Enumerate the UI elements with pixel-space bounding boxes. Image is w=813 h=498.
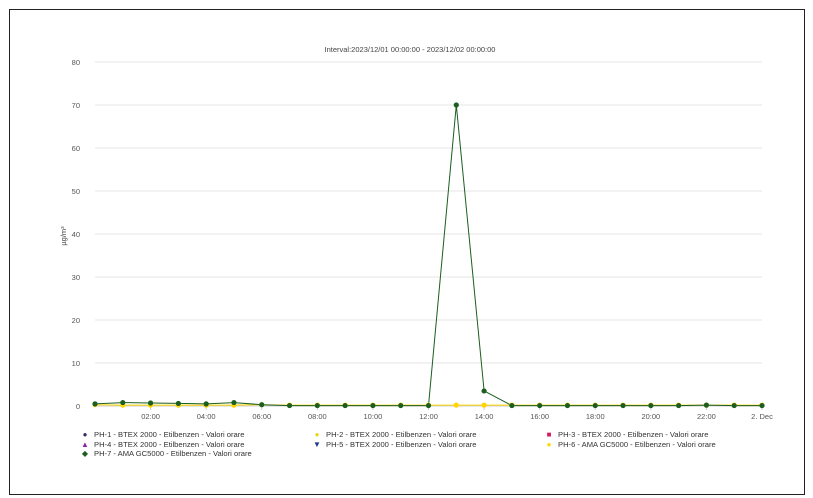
legend-item[interactable]: ■ PH-3 - BTEX 2000 - Etilbenzen - Valori … — [544, 430, 776, 440]
x-tick-label: 06:00 — [252, 412, 271, 421]
data-point[interactable] — [398, 402, 404, 409]
data-point[interactable] — [731, 402, 737, 409]
x-tick-label: 08:00 — [308, 412, 327, 421]
data-point[interactable] — [648, 402, 654, 409]
legend-marker-icon: ● — [82, 430, 88, 439]
chart-title: Interval:2023/12/01 00:00:00 - 2023/12/0… — [325, 45, 496, 54]
data-point[interactable] — [370, 402, 376, 409]
legend-label: PH-7 - AMA GC5000 - Etilbenzen - Valori … — [94, 449, 252, 458]
x-tick-label: 16:00 — [530, 412, 549, 421]
data-point[interactable] — [676, 402, 682, 409]
y-tick-label: 0 — [76, 402, 80, 411]
legend-marker-icon: ▲ — [81, 439, 89, 449]
data-point[interactable] — [147, 400, 154, 406]
legend-item[interactable]: ● PH-1 - BTEX 2000 - Etilbenzen - Valori … — [80, 430, 312, 440]
y-tick-label: 80 — [72, 58, 80, 67]
y-tick-label: 20 — [72, 316, 80, 325]
legend-label: PH-6 - AMA GC5000 - Etilbenzen - Valori … — [558, 439, 716, 449]
x-tick-label: 22:00 — [697, 412, 716, 421]
y-tick-label: 30 — [72, 273, 80, 282]
legend-item[interactable]: ▲ PH-4 - BTEX 2000 - Etilbenzen - Valori … — [80, 440, 312, 450]
chart-frame — [9, 9, 805, 495]
data-point[interactable] — [425, 402, 432, 409]
x-tick-label: 02:00 — [141, 412, 160, 421]
legend-item[interactable]: ● PH-6 - AMA GC5000 - Etilbenzen - Valori… — [544, 440, 776, 450]
chart-legend: ● PH-1 - BTEX 2000 - Etilbenzen - Valori … — [80, 430, 780, 459]
legend-marker-icon: ● — [314, 430, 320, 439]
y-axis-label: µg/m³ — [59, 226, 68, 246]
x-tick-label: 18:00 — [586, 412, 605, 421]
legend-label: PH-4 - BTEX 2000 - Etilbenzen - Valori o… — [94, 439, 245, 449]
data-point[interactable] — [620, 402, 626, 409]
data-point[interactable] — [453, 102, 459, 108]
legend-item[interactable]: ● PH-2 - BTEX 2000 - Etilbenzen - Valori … — [312, 430, 544, 440]
data-point[interactable] — [203, 401, 209, 407]
legend-label: PH-1 - BTEX 2000 - Etilbenzen - Valori o… — [94, 430, 245, 439]
data-point[interactable] — [537, 402, 543, 409]
y-tick-label: 50 — [72, 187, 80, 196]
legend-marker-icon: ● — [546, 439, 552, 449]
y-tick-label: 70 — [72, 101, 80, 110]
data-point[interactable] — [481, 388, 487, 394]
legend-label: PH-5 - BTEX 2000 - Etilbenzen - Valori o… — [326, 439, 477, 449]
data-point[interactable] — [286, 402, 293, 409]
y-tick-label: 10 — [72, 359, 80, 368]
legend-item[interactable]: ▼ PH-5 - BTEX 2000 - Etilbenzen - Valori … — [312, 440, 544, 450]
data-point[interactable] — [342, 402, 348, 409]
legend-row: ◆ PH-7 - AMA GC5000 - Etilbenzen - Valori… — [80, 449, 780, 459]
legend-marker-icon: ■ — [546, 430, 552, 439]
x-tick-label: 20:00 — [641, 412, 660, 421]
series-line — [94, 104, 762, 407]
data-point[interactable] — [92, 401, 98, 407]
x-tick-label: 04:00 — [197, 412, 216, 421]
data-point[interactable] — [120, 399, 126, 406]
x-tick-label: 10:00 — [364, 412, 383, 421]
data-point[interactable] — [509, 402, 515, 409]
data-point[interactable] — [592, 402, 598, 409]
data-point[interactable] — [231, 399, 237, 406]
data-point[interactable] — [703, 402, 710, 408]
legend-marker-icon: ▼ — [313, 439, 321, 449]
legend-item[interactable]: ◆ PH-7 - AMA GC5000 - Etilbenzen - Valori… — [80, 449, 312, 459]
data-point[interactable] — [564, 402, 571, 409]
legend-label: PH-2 - BTEX 2000 - Etilbenzen - Valori o… — [326, 430, 477, 439]
data-point[interactable] — [314, 402, 320, 409]
data-point[interactable] — [259, 402, 265, 408]
data-point[interactable] — [453, 402, 459, 408]
data-point[interactable] — [759, 402, 765, 409]
y-tick-label: 40 — [72, 230, 80, 239]
x-tick-label: 14:00 — [475, 412, 494, 421]
x-tick-label: 2. Dec — [751, 412, 773, 421]
legend-label: PH-3 - BTEX 2000 - Etilbenzen - Valori o… — [558, 430, 709, 439]
legend-row: ● PH-1 - BTEX 2000 - Etilbenzen - Valori … — [80, 430, 780, 440]
data-point[interactable] — [175, 400, 181, 407]
legend-row: ▲ PH-4 - BTEX 2000 - Etilbenzen - Valori … — [80, 440, 780, 450]
legend-marker-icon: ◆ — [81, 449, 89, 458]
x-tick-label: 12:00 — [419, 412, 438, 421]
y-tick-label: 60 — [72, 144, 80, 153]
data-point[interactable] — [481, 402, 487, 408]
